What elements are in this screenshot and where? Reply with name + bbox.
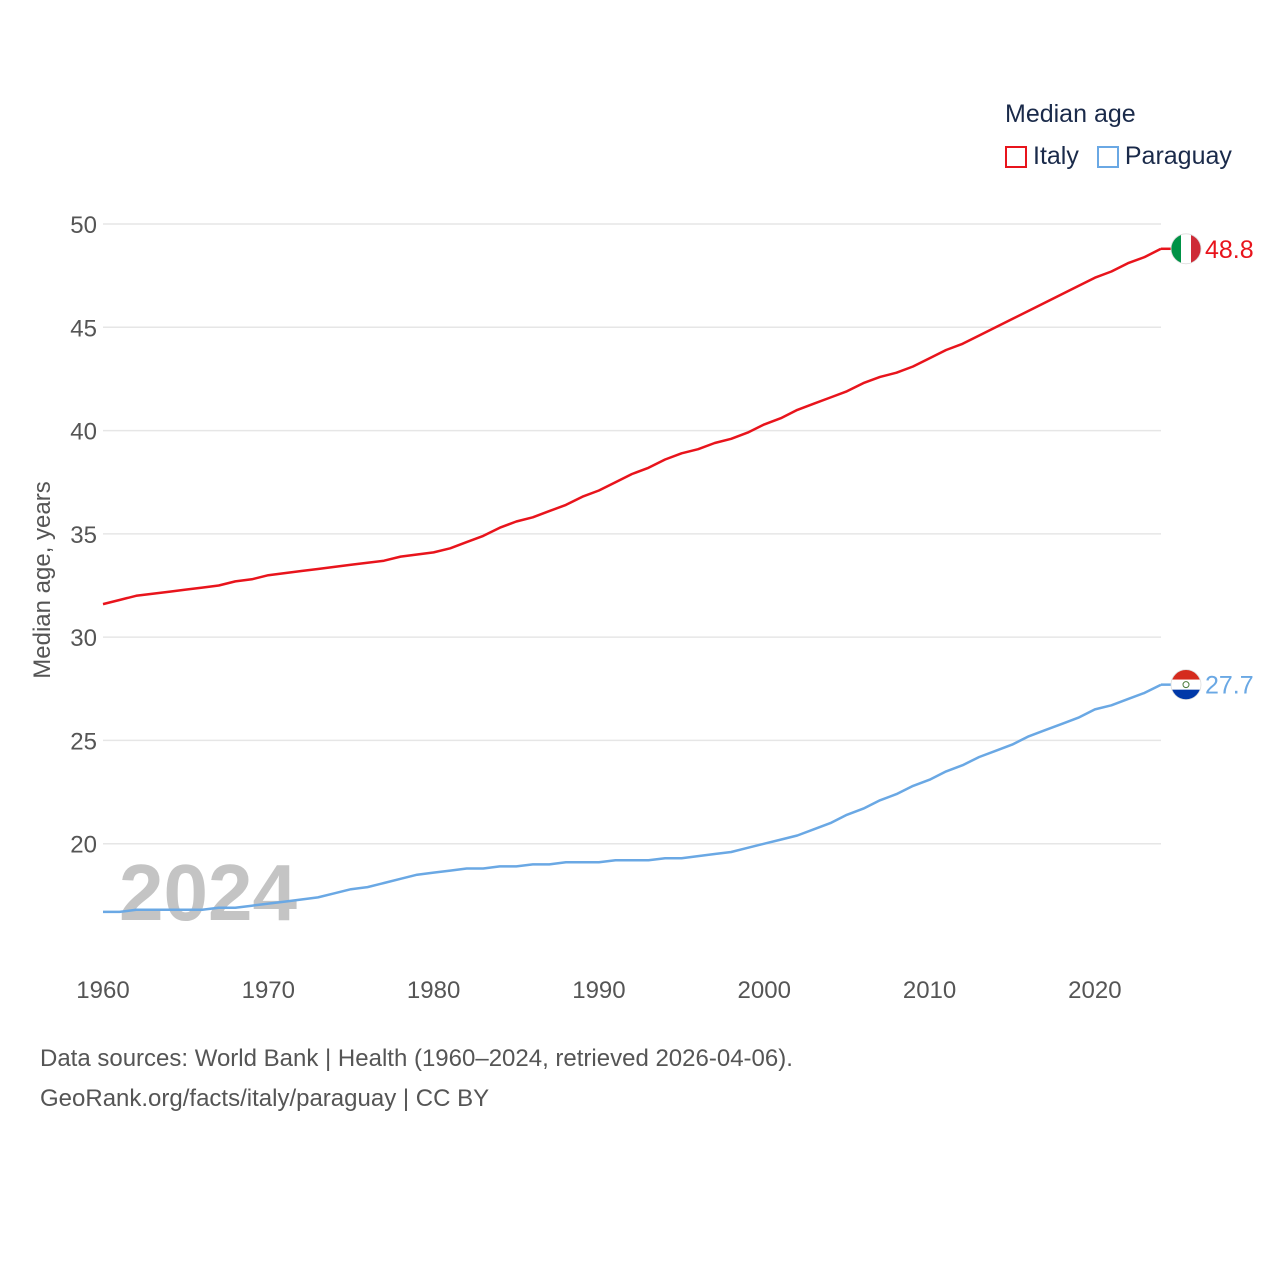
x-tick-2020: 2020	[1068, 977, 1121, 1004]
paraguay-flag-icon	[1170, 669, 1202, 701]
legend-item-italy[interactable]: Italy	[1005, 142, 1079, 171]
footer-sources: Data sources: World Bank | Health (1960–…	[40, 1045, 793, 1072]
legend-swatch-italy	[1005, 145, 1027, 168]
legend: Italy Paraguay	[1005, 142, 1250, 171]
y-tick-20: 20	[70, 832, 97, 859]
y-tick-25: 25	[70, 728, 97, 755]
y-tick-35: 35	[70, 522, 97, 549]
x-tick-1990: 1990	[572, 977, 625, 1004]
end-label-italy: 48.8	[1205, 236, 1254, 264]
series-end-labels: 48.8 27.7	[1161, 233, 1254, 701]
y-tick-50: 50	[70, 212, 97, 239]
legend-label-italy: Italy	[1033, 142, 1079, 170]
legend-title: Median age	[1005, 100, 1136, 128]
y-tick-30: 30	[70, 625, 97, 652]
x-tick-1970: 1970	[242, 977, 295, 1004]
series-line-paraguay	[103, 683, 1162, 914]
y-tick-45: 45	[70, 315, 97, 342]
y-tick-labels: 20 25 30 35 40 45 50	[70, 212, 97, 859]
x-tick-1980: 1980	[407, 977, 460, 1004]
y-axis-label: Median age, years	[29, 481, 56, 678]
x-tick-2010: 2010	[903, 977, 956, 1004]
series-line-italy	[102, 247, 1162, 606]
legend-item-paraguay[interactable]: Paraguay	[1096, 142, 1232, 171]
x-tick-labels: 1960 1970 1980 1990 2000 2010 2020	[76, 977, 1121, 1004]
end-label-paraguay: 27.7	[1205, 672, 1254, 700]
y-tick-40: 40	[70, 419, 97, 446]
grid-lines	[103, 223, 1161, 845]
footer-link[interactable]: GeoRank.org/facts/italy/paraguay | CC BY	[40, 1085, 490, 1112]
x-tick-2000: 2000	[738, 977, 791, 1004]
legend-swatch-paraguay	[1096, 145, 1119, 168]
legend-label-paraguay: Paraguay	[1124, 142, 1232, 170]
x-tick-1960: 1960	[76, 977, 129, 1004]
series-lines	[102, 247, 1162, 914]
year-watermark: 2024	[119, 848, 297, 937]
italy-flag-icon	[1170, 233, 1202, 265]
